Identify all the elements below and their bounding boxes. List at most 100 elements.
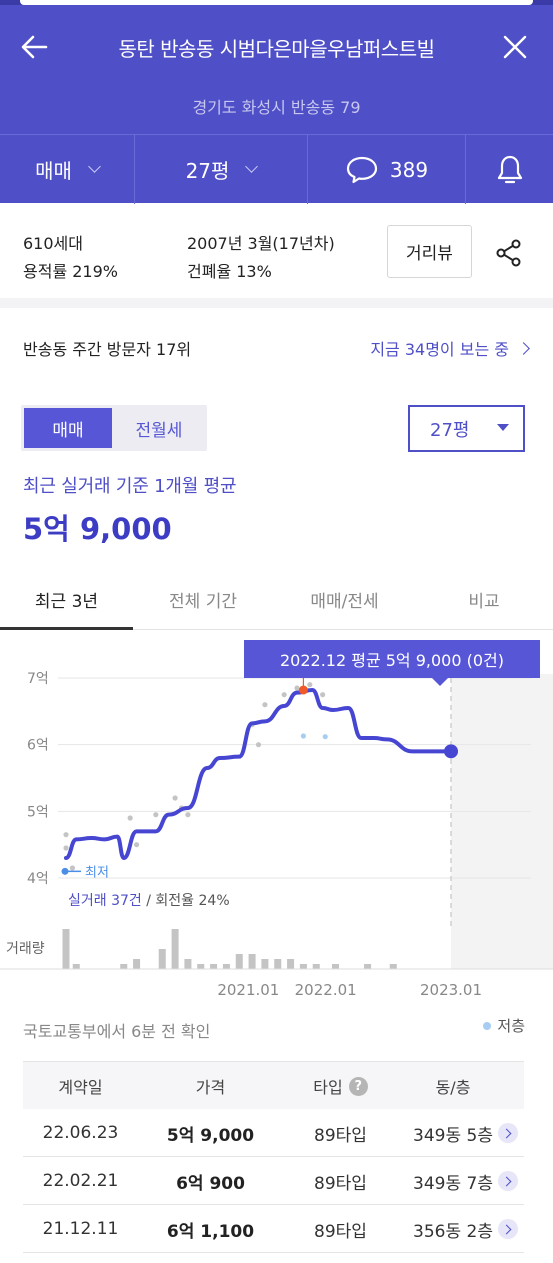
cell-date: 22.02.21 xyxy=(42,1171,119,1191)
legend-low-floor: 저층 xyxy=(483,1015,525,1036)
cell-unit: 349동 7층 xyxy=(413,1173,493,1194)
volume-bar xyxy=(312,964,320,969)
x-tick-label: 2022.01 xyxy=(294,981,357,999)
volume-bar xyxy=(332,964,339,969)
trade-point-low-floor xyxy=(300,733,307,739)
volume-bar xyxy=(389,964,397,969)
trade-point xyxy=(63,845,69,851)
segment-rent[interactable]: 전월세 xyxy=(135,420,183,441)
table-row[interactable]: 22.02.21 6억 900 89타입 349동 7층 xyxy=(23,1157,524,1205)
trade-point xyxy=(307,682,313,688)
trade-type-toggle: 매매 전월세 xyxy=(21,405,207,451)
size-label: 27평 xyxy=(185,159,230,183)
trade-point xyxy=(294,685,300,691)
header-date: 계약일 xyxy=(58,1078,103,1097)
y-tick-label: 7억 xyxy=(27,671,49,687)
average-caption: 최근 실거래 기준 1개월 평균 xyxy=(23,476,237,497)
volume-bar xyxy=(72,964,80,969)
trade-point xyxy=(69,865,76,871)
notch xyxy=(20,0,533,5)
header-price: 가격 xyxy=(195,1078,226,1097)
legend-dot xyxy=(483,1021,492,1030)
watching-text: 지금 34명이 보는 중 xyxy=(370,340,509,359)
close-icon[interactable] xyxy=(500,32,530,62)
comments-button[interactable]: 389 xyxy=(308,135,465,204)
chart-tooltip: 2022.12 평균 5억 9,000 (0건) xyxy=(244,640,540,678)
trade-point xyxy=(255,742,262,748)
street-view-button[interactable]: 거리뷰 xyxy=(387,225,472,278)
cell-date: 22.06.23 xyxy=(42,1123,119,1143)
trade-point xyxy=(172,795,178,801)
header-unit: 동/층 xyxy=(435,1078,471,1097)
trade-type-label: 매매 xyxy=(35,159,72,183)
chevron-right-icon xyxy=(517,341,530,355)
trade-point xyxy=(281,692,287,698)
chevron-down-icon xyxy=(88,160,101,173)
header-type: 타입 ? xyxy=(283,1062,398,1110)
average-price: 5억 9,000 xyxy=(23,512,172,546)
watching-link[interactable]: 지금 34명이 보는 중 xyxy=(370,336,530,360)
volume-bar xyxy=(158,949,166,969)
size-select-header[interactable]: 27평 xyxy=(135,135,307,204)
trade-point xyxy=(127,815,133,821)
cell-date: 21.12.11 xyxy=(42,1219,119,1239)
cell-type: 89타입 xyxy=(314,1221,367,1242)
tab-recent-3y[interactable]: 최근 3년 xyxy=(34,591,99,612)
volume-bar xyxy=(133,959,141,969)
tab-sale-jeonse[interactable]: 매매/전세 xyxy=(310,591,379,612)
table-header: 계약일 가격 타입 ? 동/층 xyxy=(23,1061,524,1109)
row-detail-icon[interactable] xyxy=(498,1219,518,1239)
y-tick-label: 6억 xyxy=(27,738,49,754)
x-tick-label: 2023.01 xyxy=(419,981,483,999)
trade-type-select[interactable]: 매매 xyxy=(0,135,134,204)
volume-bar xyxy=(261,959,269,969)
row-detail-icon[interactable] xyxy=(498,1123,518,1143)
header-controls: 매매 27평 389 xyxy=(0,134,553,204)
alert-button[interactable] xyxy=(466,135,553,204)
volume-bar xyxy=(299,964,307,969)
cell-price: 5억 9,000 xyxy=(166,1125,255,1146)
page-title: 동탄 반송동 시범다은마을우남퍼스트빌 xyxy=(118,37,435,61)
legend-label: 저층 xyxy=(497,1017,525,1035)
volume-bar xyxy=(62,929,70,969)
speech-bubble-icon xyxy=(346,156,378,183)
cell-price: 6억 900 xyxy=(176,1173,245,1194)
trade-point xyxy=(320,692,326,698)
back-arrow-icon[interactable] xyxy=(18,30,52,64)
table-row[interactable]: 22.06.23 5억 9,000 89타입 349동 5층 xyxy=(23,1109,524,1157)
status-strip xyxy=(0,0,553,5)
volume-bar xyxy=(274,959,282,969)
min-label: 최저 xyxy=(85,865,109,880)
volume-bar xyxy=(171,929,179,969)
active-tab-indicator xyxy=(0,627,133,630)
volume-bar xyxy=(235,954,243,969)
floor-area-ratio: 용적률 219% xyxy=(23,262,118,281)
average-price-line xyxy=(64,688,453,860)
trade-point xyxy=(185,812,191,818)
trade-point-low-floor xyxy=(322,734,328,740)
size-dropdown-label: 27평 xyxy=(430,419,470,441)
help-icon[interactable]: ? xyxy=(348,1076,368,1096)
tab-compare[interactable]: 비교 xyxy=(468,591,500,612)
comment-count: 389 xyxy=(389,157,429,182)
visitor-rank: 반송동 주간 방문자 17위 xyxy=(23,340,192,359)
segment-sale[interactable]: 매매 xyxy=(24,408,112,448)
table-row[interactable]: 21.12.11 6억 1,100 89타입 356동 2층 xyxy=(23,1205,524,1253)
trade-point xyxy=(153,812,159,818)
share-icon[interactable] xyxy=(494,238,524,268)
trade-point xyxy=(133,842,140,848)
volume-label: 거래량 xyxy=(6,941,45,957)
caret-down-icon xyxy=(497,424,509,431)
volume-bar xyxy=(184,959,192,969)
trade-count: 실거래 37건 xyxy=(68,893,142,909)
built-date: 2007년 3월(17년차) xyxy=(187,234,335,253)
turnover-rate: / 회전율 24% xyxy=(142,893,230,909)
complex-info: 610세대 용적률 219% 2007년 3월(17년차) 건폐율 13% xyxy=(0,203,553,298)
tab-all-period[interactable]: 전체 기간 xyxy=(169,591,237,612)
period-tabs: 최근 3년 전체 기간 매매/전세 비교 xyxy=(0,568,553,630)
address: 경기도 화성시 반송동 79 xyxy=(192,98,361,117)
size-dropdown[interactable]: 27평 xyxy=(408,405,525,452)
trade-point xyxy=(262,702,268,708)
row-detail-icon[interactable] xyxy=(498,1171,518,1191)
